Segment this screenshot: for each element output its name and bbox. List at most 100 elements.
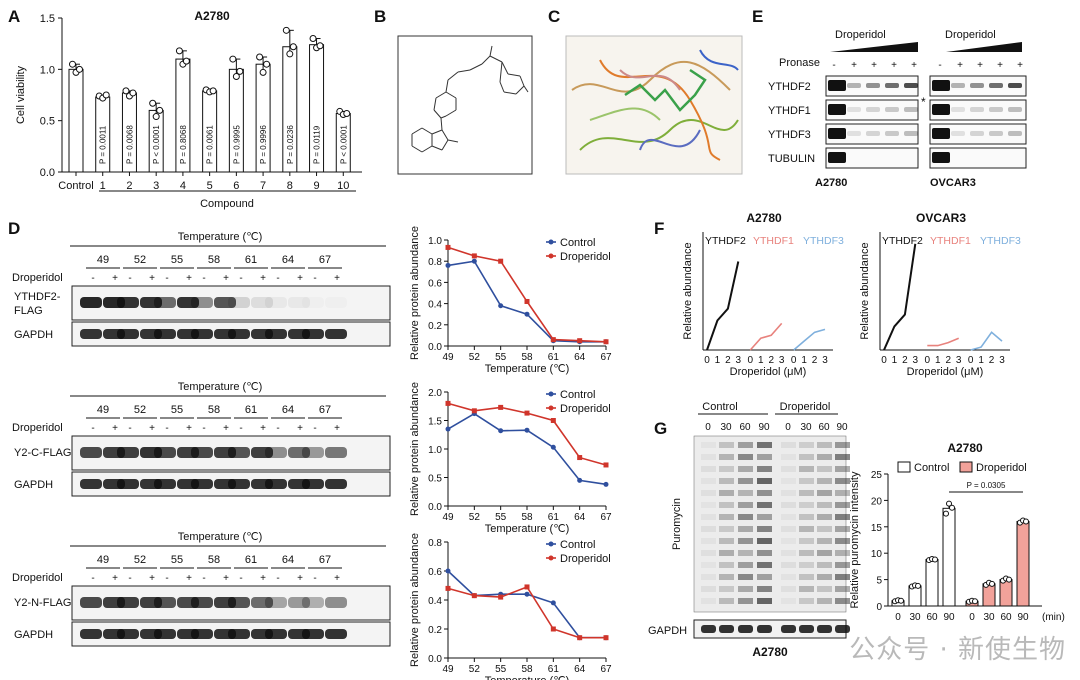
blot-smear — [757, 454, 772, 460]
blot-smear — [817, 442, 832, 448]
blot-band — [191, 629, 213, 639]
x-tick-label: 3 — [999, 355, 1005, 366]
loading-control-label: GAPDH — [648, 625, 687, 637]
data-point — [603, 635, 609, 641]
treatment-sign: + — [112, 423, 118, 434]
blot-smear — [757, 538, 772, 544]
blot-smear — [835, 562, 850, 568]
data-point — [102, 91, 110, 99]
temperature-label: 61 — [245, 554, 257, 566]
group-label: Droperidol — [780, 401, 831, 413]
blot-band-input — [828, 80, 846, 91]
temperature-label: 55 — [171, 254, 183, 266]
y-tick-label: 1.5 — [40, 13, 55, 25]
blot-smear — [781, 490, 796, 496]
x-tick-label: 52 — [469, 512, 481, 523]
blot-smear — [719, 598, 734, 604]
x-tick-label: 1 — [935, 355, 941, 366]
data-point — [524, 591, 530, 597]
p-value-label: P = 0.0068 — [125, 125, 134, 164]
x-tick-label: 67 — [600, 352, 612, 363]
x-tick-label: 8 — [287, 180, 293, 192]
blot-band — [80, 447, 102, 458]
bond — [445, 91, 457, 99]
blot-smear — [719, 442, 734, 448]
blot-smear — [701, 550, 716, 556]
data-point — [498, 428, 504, 434]
bar — [925, 559, 939, 607]
blot-protein-label: TUBULIN — [768, 153, 815, 165]
temperature-label: 58 — [208, 404, 220, 416]
x-tick-label: 90 — [1017, 612, 1029, 623]
x-tick-label: 52 — [469, 664, 481, 675]
blot-band — [228, 479, 250, 489]
blot-smear — [835, 478, 850, 484]
blot-band-digest — [970, 131, 984, 136]
blot-smear — [835, 598, 850, 604]
cell-line-label: OVCAR3 — [930, 177, 976, 189]
blot-smear — [781, 526, 796, 532]
blot-band — [154, 479, 176, 489]
y-axis-label: Relative abundance — [682, 242, 694, 339]
treatment-sign: + — [260, 273, 266, 284]
blot-smear — [719, 538, 734, 544]
blot-band-input — [828, 104, 846, 115]
treatment-sign: - — [239, 423, 242, 434]
legend-label: Droperidol — [976, 462, 1027, 474]
blot-smear — [738, 538, 753, 544]
x-tick-label: 0 — [748, 355, 754, 366]
x-tick-label: 1 — [100, 180, 106, 192]
blot-smear — [757, 466, 772, 472]
temperature-label: 67 — [319, 404, 331, 416]
blot-smear — [757, 586, 772, 592]
treatment-sign: - — [313, 423, 316, 434]
blot-smear — [738, 526, 753, 532]
blot-smear — [817, 574, 832, 580]
data-point — [259, 68, 267, 76]
legend-marker — [548, 239, 554, 245]
blot-smear — [757, 526, 772, 532]
blot-smear — [701, 454, 716, 460]
pronase-sign: + — [997, 60, 1003, 71]
puromycin-label: Puromycin — [671, 498, 683, 550]
blot-band — [288, 597, 310, 608]
data-point — [445, 244, 451, 250]
time-label: 60 — [818, 422, 830, 433]
pronase-sign: + — [1017, 60, 1023, 71]
data-point — [263, 60, 271, 68]
blot-smear — [817, 538, 832, 544]
series-line — [970, 331, 1003, 351]
panel-letter-c: C — [548, 7, 560, 26]
temperature-label: 49 — [97, 404, 109, 416]
time-label: 90 — [836, 422, 848, 433]
legend-label: YTHDF1 — [753, 235, 794, 247]
blot-smear — [799, 478, 814, 484]
pronase-sign: + — [891, 60, 897, 71]
y-tick-label: 0.4 — [428, 300, 442, 311]
treatment-sign: + — [112, 273, 118, 284]
x-tick-label: 90 — [943, 612, 955, 623]
blot-smear — [799, 586, 814, 592]
bond — [440, 117, 443, 131]
blot-smear — [738, 550, 753, 556]
blot-smear — [799, 514, 814, 520]
legend-label: YTHDF3 — [803, 235, 844, 247]
blot-band-digest — [989, 107, 1003, 112]
panel-letter-b: B — [374, 7, 386, 26]
blot-band-input — [932, 152, 950, 163]
blot-smear — [719, 586, 734, 592]
treatment-sign: - — [202, 573, 205, 584]
series-line — [447, 570, 606, 639]
droperidol-structure — [411, 45, 529, 153]
blot-smear — [799, 550, 814, 556]
y-tick-label: 0.8 — [428, 538, 442, 549]
x-tick-label: 60 — [1000, 612, 1012, 623]
blot-smear — [738, 466, 753, 472]
data-point — [550, 418, 556, 423]
legend-marker — [548, 555, 554, 561]
loading-control-label: GAPDH — [14, 329, 53, 341]
blot-smear — [835, 466, 850, 472]
temperature-label: 58 — [208, 554, 220, 566]
p-value-label: P = 0.9996 — [259, 125, 268, 164]
blot-band — [80, 329, 102, 339]
